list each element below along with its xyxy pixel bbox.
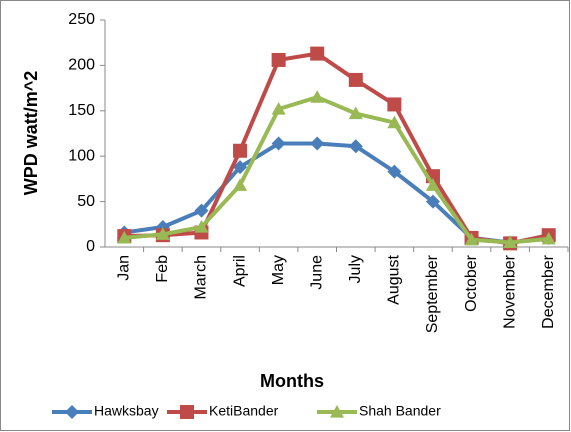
- legend-label: Hawksbay: [94, 403, 159, 419]
- data-point: [155, 227, 170, 240]
- data-point: [194, 203, 209, 218]
- data-point: [464, 232, 479, 246]
- data-point: [233, 143, 248, 158]
- x-tick-label: September: [424, 254, 441, 333]
- y-tick-label: 100: [68, 147, 95, 164]
- data-point: [310, 46, 325, 61]
- x-tick-label: July: [347, 255, 364, 283]
- legend-marker: [65, 405, 79, 419]
- x-tick-label: June: [308, 255, 325, 290]
- x-tick-label: March: [193, 255, 210, 299]
- y-tick-label: 50: [77, 193, 95, 210]
- data-point: [425, 178, 440, 191]
- y-axis-title: WPD watt/m^2: [21, 71, 41, 196]
- data-point: [387, 164, 402, 179]
- data-point: [348, 106, 363, 120]
- x-tick-label: April: [231, 255, 248, 287]
- data-point: [310, 90, 325, 103]
- data-point: [271, 136, 286, 151]
- data-point: [387, 97, 402, 112]
- data-point: [194, 220, 209, 233]
- data-point: [541, 231, 556, 245]
- legend-marker: [180, 405, 194, 419]
- data-point: [233, 160, 248, 175]
- data-point: [387, 115, 402, 129]
- data-point: [348, 72, 363, 87]
- y-tick-label: 200: [68, 57, 95, 74]
- x-tick-label: May: [270, 255, 287, 285]
- data-point: [271, 101, 286, 115]
- data-point: [271, 52, 286, 67]
- legend-marker: [330, 405, 344, 418]
- x-tick-label: November: [501, 254, 518, 328]
- x-tick-label: October: [463, 254, 480, 312]
- x-tick-label: Feb: [154, 255, 171, 283]
- x-axis-title: Months: [260, 371, 324, 391]
- data-point: [310, 136, 325, 151]
- x-tick-label: August: [386, 254, 403, 304]
- data-point: [503, 235, 518, 249]
- y-tick-label: 0: [86, 238, 95, 255]
- data-point: [425, 194, 440, 209]
- legend-label: KetiBander: [209, 403, 279, 419]
- data-point: [233, 178, 248, 191]
- data-point: [117, 230, 132, 244]
- series-line: [124, 95, 549, 245]
- legend-label: Shah Bander: [359, 403, 441, 419]
- y-tick-label: 250: [68, 11, 95, 28]
- x-tick-label: December: [540, 254, 557, 328]
- x-tick-label: Jan: [116, 255, 133, 281]
- data-point: [348, 139, 363, 154]
- y-tick-label: 150: [68, 102, 95, 119]
